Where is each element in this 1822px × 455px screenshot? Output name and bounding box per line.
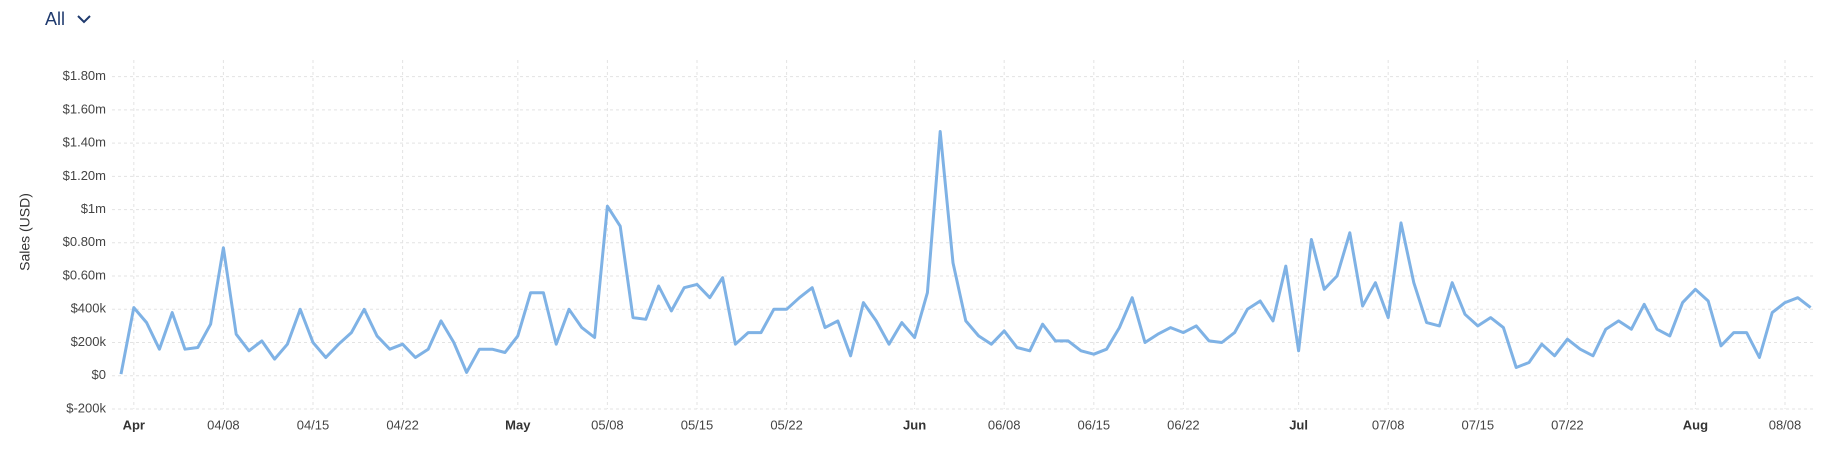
y-tick-label: $0.80m bbox=[63, 234, 106, 249]
y-tick-label: $1.40m bbox=[63, 135, 106, 150]
x-tick-label: 05/22 bbox=[770, 417, 803, 432]
x-tick-label: 07/08 bbox=[1372, 417, 1405, 432]
x-tick-label: Jul bbox=[1289, 417, 1308, 432]
x-tick-label: 05/15 bbox=[681, 417, 714, 432]
y-tick-label: $1.80m bbox=[63, 68, 106, 83]
x-tick-label: 06/15 bbox=[1078, 417, 1111, 432]
chevron-icon[interactable] bbox=[77, 15, 91, 24]
x-tick-label: 06/08 bbox=[988, 417, 1021, 432]
y-tick-label: $200k bbox=[71, 334, 107, 349]
y-tick-label: $0.60m bbox=[63, 267, 106, 282]
x-tick-label: Apr bbox=[123, 417, 145, 432]
x-tick-label: 04/15 bbox=[297, 417, 330, 432]
x-tick-label: Aug bbox=[1683, 417, 1708, 432]
x-tick-label: 06/22 bbox=[1167, 417, 1200, 432]
y-tick-label: $-200k bbox=[66, 400, 106, 415]
x-tick-label: 08/08 bbox=[1769, 417, 1802, 432]
filter-label[interactable]: All bbox=[45, 9, 65, 29]
y-tick-label: $1.60m bbox=[63, 101, 106, 116]
x-tick-label: May bbox=[505, 417, 531, 432]
y-tick-label: $0 bbox=[92, 367, 106, 382]
x-tick-label: 04/08 bbox=[207, 417, 240, 432]
x-tick-label: 07/15 bbox=[1462, 417, 1495, 432]
x-tick-label: Jun bbox=[903, 417, 926, 432]
sales-line bbox=[119, 130, 1812, 375]
filter-dropdown[interactable]: All bbox=[45, 9, 91, 29]
x-tick-label: 07/22 bbox=[1551, 417, 1584, 432]
y-axis-title: Sales (USD) bbox=[17, 193, 33, 271]
y-tick-label: $1.20m bbox=[63, 168, 106, 183]
x-tick-label: 05/08 bbox=[591, 417, 624, 432]
x-tick-label: 04/22 bbox=[386, 417, 419, 432]
y-tick-label: $1m bbox=[81, 201, 106, 216]
y-tick-label: $400k bbox=[71, 301, 107, 316]
